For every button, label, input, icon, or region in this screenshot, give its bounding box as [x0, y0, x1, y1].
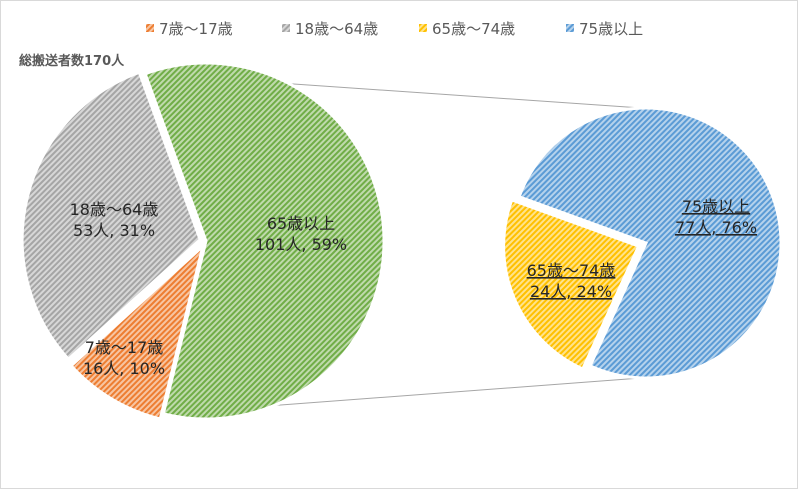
- legend-item: 65歳～74歳: [419, 20, 515, 38]
- total-label: 総搬送者数170人: [19, 53, 125, 69]
- data-labels: 65歳以上 101人, 59% 7歳～17歳 16人, 10% 18歳～64歳 53人, …: [70, 197, 757, 378]
- secondary-pie-slice: [517, 106, 783, 380]
- legend-swatch: [566, 24, 574, 32]
- legend-swatch: [419, 24, 427, 32]
- secondary-pie-slice: [502, 197, 641, 371]
- main-pie-slice: [143, 61, 386, 421]
- legend-item: 7歳～17歳: [146, 20, 233, 38]
- legend-item: 18歳～64歳: [282, 20, 378, 38]
- secondary-pie: [502, 106, 783, 380]
- main-pie-data-label: 7歳～17歳 16人, 10%: [83, 338, 165, 378]
- legend-label: 18歳～64歳: [295, 20, 378, 38]
- legend-swatch: [282, 24, 290, 32]
- legend-label: 7歳～17歳: [159, 20, 233, 38]
- main-pie-data-label: 18歳～64歳 53人, 31%: [70, 200, 159, 240]
- legend-item: 75歳以上: [566, 20, 643, 38]
- legend-swatch: [146, 24, 154, 32]
- main-pie-slice: [69, 241, 206, 421]
- main-pie: [20, 61, 386, 421]
- main-pie-data-label: 65歳以上 101人, 59%: [255, 214, 347, 254]
- legend-label: 75歳以上: [579, 20, 643, 38]
- legend: 7歳～17歳 18歳～64歳 65歳～74歳 75歳以上: [146, 20, 643, 38]
- secondary-pie-data-label: 75歳以上 77人, 76%: [675, 197, 757, 237]
- main-pie-slice: [20, 70, 202, 362]
- legend-label: 65歳～74歳: [432, 20, 515, 38]
- secondary-pie-data-label: 65歳～74歳 24人, 24%: [527, 261, 616, 301]
